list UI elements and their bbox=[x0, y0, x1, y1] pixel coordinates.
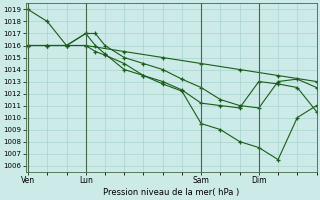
X-axis label: Pression niveau de la mer( hPa ): Pression niveau de la mer( hPa ) bbox=[103, 188, 239, 197]
